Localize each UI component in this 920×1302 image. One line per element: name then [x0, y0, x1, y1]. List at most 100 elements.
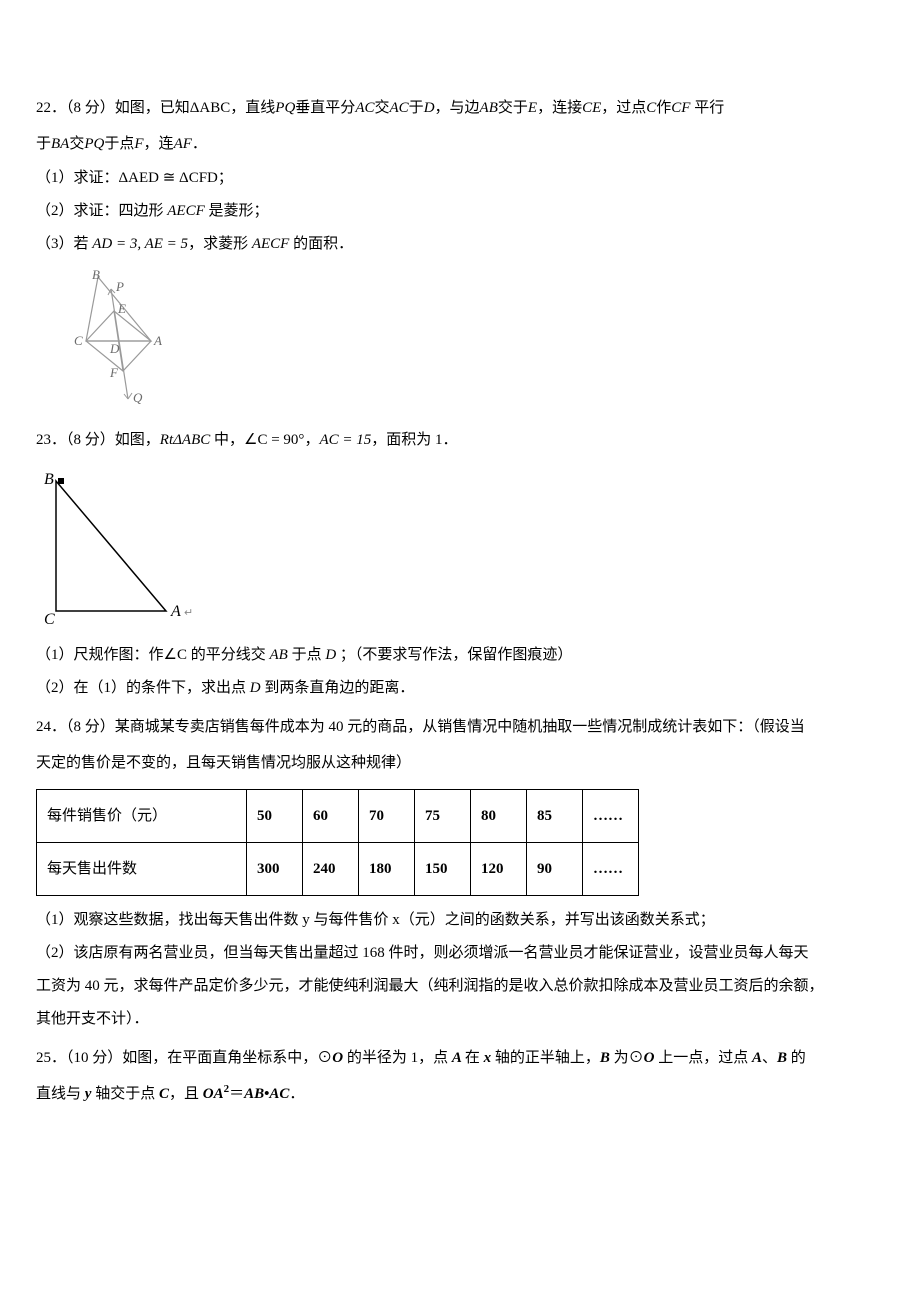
p23-tb: 中，: [210, 432, 244, 448]
p22-c: C: [646, 100, 656, 116]
p22-ab: AB: [480, 100, 498, 116]
p23-s1f: D: [322, 647, 340, 663]
p25-t1f: 上一点，过点: [658, 1050, 748, 1066]
p22-s3d: AECF: [248, 236, 293, 252]
p24-r2-1: 240: [303, 843, 359, 896]
p24-s2b: 工资为 40 元，求每件产品定价多少元，才能使纯利润最大（纯利润指的是收入总价款…: [36, 978, 824, 994]
p22-t1k: 平行: [690, 100, 724, 116]
p25-line2: 直线与 y 轴交于点 C，且 OA2＝AB•AC．: [36, 1076, 884, 1112]
problem-25: 25．（10 分）如图，在平面直角坐标系中，⊙O 的半径为 1，点 A 在 x …: [36, 1040, 884, 1112]
p24-s1: （1）观察这些数据，找出每天售出件数 y 与每件售价 x（元）之间的函数关系，并…: [36, 912, 715, 928]
p25-A2: A: [748, 1050, 762, 1066]
p22-ac: AC: [355, 100, 374, 116]
fig22-B: B: [92, 269, 100, 282]
p22-t1d: 交: [374, 100, 389, 116]
p24-r1-4: 80: [471, 790, 527, 843]
p23-s1b: ∠C: [164, 647, 187, 663]
p24-r1-3: 75: [415, 790, 471, 843]
p24-r1-1: 60: [303, 790, 359, 843]
p24-r1-6: ……: [583, 790, 639, 843]
p23-td: ，面积为 1．: [371, 432, 457, 448]
p22-pq: PQ: [275, 100, 295, 116]
p23-tc: ，: [304, 432, 319, 448]
fig22-A: A: [153, 333, 162, 348]
p23-ta: 如图，: [115, 432, 160, 448]
problem-23: 23．（8 分）如图，RtΔABC 中，∠C = 90°，AC = 15，面积为…: [36, 422, 884, 705]
p22-num: 22．（8 分）: [36, 100, 115, 116]
p25-AB: AB: [244, 1086, 264, 1102]
p24-r1-0: 50: [247, 790, 303, 843]
p25-line1: 25．（10 分）如图，在平面直角坐标系中，⊙O 的半径为 1，点 A 在 x …: [36, 1040, 884, 1076]
p22-p: ．: [192, 136, 207, 152]
p22-t1j: 作: [656, 100, 671, 116]
p22-sub2: （2）求证：四边形 AECF 是菱形；: [36, 195, 884, 228]
p25-t1b: 的半径为 1，点: [343, 1050, 448, 1066]
p24-r2-5: 90: [527, 843, 583, 896]
p24-s2a: （2）该店原有两名营业员，但当每天售出量超过 168 件时，则必须增派一名营业员…: [36, 945, 809, 961]
p22-ac2: AC: [390, 100, 409, 116]
p22-t1c: 垂直平分: [295, 100, 355, 116]
fig23-A: A: [170, 603, 181, 620]
p24-r2-3: 150: [415, 843, 471, 896]
p22-s2c: 是菱形；: [209, 203, 269, 219]
p24-sub2c: 其他开支不计）．: [36, 1003, 884, 1036]
p25-O1: O: [332, 1050, 343, 1066]
p25-A: A: [448, 1050, 465, 1066]
p22-t1a: 如图，已知: [115, 100, 190, 116]
fig22-E: E: [117, 301, 126, 316]
p24-t2: 天定的售价是不变的，且每天销售情况均服从这种规律）: [36, 755, 411, 771]
p23-s2c: 到两条直角边的距离．: [264, 680, 414, 696]
p23-ac: AC = 15: [319, 432, 371, 448]
p23-s2a: （2）在（1）的条件下，求出点: [36, 680, 246, 696]
p22-l2a: 于: [36, 136, 51, 152]
p23-figure: B C A ↵: [36, 466, 884, 631]
p23-ang: ∠C = 90°: [244, 432, 304, 448]
p23-s1g: ；（不要求写作法，保留作图痕迹）: [340, 647, 573, 663]
p24-sub2a: （2）该店原有两名营业员，但当每天售出量超过 168 件时，则必须增派一名营业员…: [36, 937, 884, 970]
p25-t1c: 在: [465, 1050, 480, 1066]
p25-num: 25．（10 分）: [36, 1050, 122, 1066]
fig22-P: P: [115, 279, 124, 294]
p22-t1g: 交于: [498, 100, 528, 116]
p22-d: D: [424, 100, 435, 116]
p25-AC: AC: [269, 1086, 289, 1102]
p23-sub2: （2）在（1）的条件下，求出点 D 到两条直角边的距离．: [36, 672, 884, 705]
p24-sub2b: 工资为 40 元，求每件产品定价多少元，才能使纯利润最大（纯利润指的是收入总价款…: [36, 970, 884, 1003]
fig22-Q: Q: [133, 390, 143, 405]
p24-r2-0: 300: [247, 843, 303, 896]
p24-r2-label: 每天售出件数: [37, 843, 247, 896]
fig23-B: B: [44, 471, 54, 488]
p22-af: AF: [174, 136, 192, 152]
p25-t1e: 为⊙: [614, 1050, 644, 1066]
p24-r1-5: 85: [527, 790, 583, 843]
p23-s1c: 的平分线交: [187, 647, 266, 663]
p24-sub1: （1）观察这些数据，找出每天售出件数 y 与每件售价 x（元）之间的函数关系，并…: [36, 904, 884, 937]
p25-B2: B: [777, 1050, 791, 1066]
p22-t1f: ，与边: [435, 100, 480, 116]
p25-l2c: ，且: [169, 1086, 199, 1102]
p23-s1a: （1）尺规作图：作: [36, 647, 164, 663]
p22-e: E: [528, 100, 537, 116]
p22-t1i: ，过点: [601, 100, 646, 116]
p22-figure: B P E C D A F Q: [56, 269, 884, 414]
p25-B: B: [600, 1050, 614, 1066]
p24-r2-6: ……: [583, 843, 639, 896]
p24-r2-4: 120: [471, 843, 527, 896]
p23-svg: B C A ↵: [36, 466, 206, 631]
p25-t1g: 、: [762, 1050, 777, 1066]
p22-s1b: ΔAED ≅ ΔCFD: [119, 170, 218, 186]
p22-l2c: 于点: [104, 136, 134, 152]
p25-y: y: [81, 1086, 95, 1102]
p25-l2b: 轴交于点: [95, 1086, 155, 1102]
p22-cf: CF: [671, 100, 690, 116]
p24-t1: 某商城某专卖店销售每件成本为 40 元的商品，从销售情况中随机抽取一些情况制成统…: [115, 719, 805, 735]
p25-t1h: 的: [791, 1050, 806, 1066]
p22-t1b: ，直线: [230, 100, 275, 116]
p22-s3b: AD = 3, AE = 5: [89, 236, 189, 252]
p25-t1a: 如图，在平面直角坐标系中，⊙: [122, 1050, 332, 1066]
p24-num: 24．（8 分）: [36, 719, 115, 735]
p22-pq2: PQ: [84, 136, 104, 152]
table-row: 每天售出件数 300 240 180 150 120 90 ……: [37, 843, 639, 896]
p25-O2: O: [644, 1050, 659, 1066]
p24-r1-label: 每件销售价（元）: [37, 790, 247, 843]
